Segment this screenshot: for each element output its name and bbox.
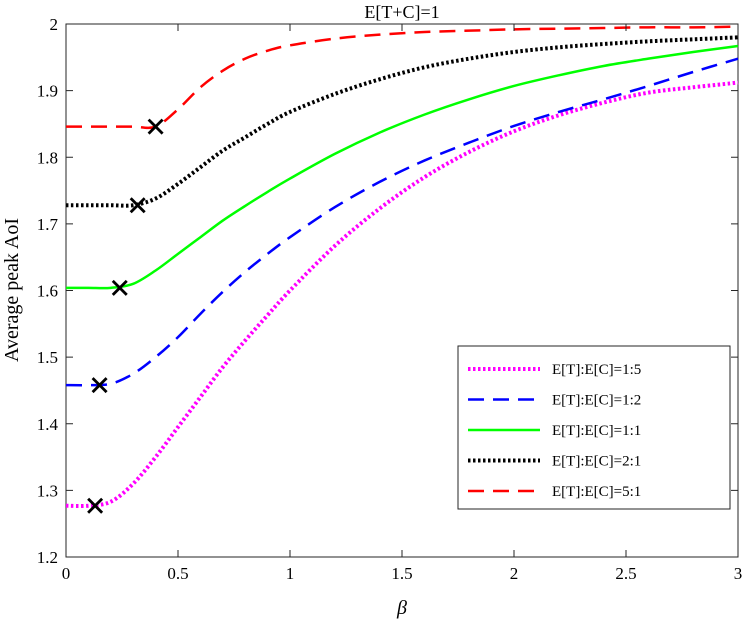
y-tick-label: 1.7 — [37, 215, 59, 234]
y-tick-label: 1.8 — [37, 148, 58, 167]
x-tick-label: 3 — [734, 564, 743, 583]
series-marker-2 — [91, 377, 108, 394]
series-marker-5 — [147, 118, 164, 135]
y-tick-label: 1.4 — [37, 415, 59, 434]
x-tick-label: 0 — [62, 564, 71, 583]
y-tick-label: 1.5 — [37, 348, 58, 367]
x-tick-label: 2 — [510, 564, 519, 583]
y-tick-label: 1.9 — [37, 82, 58, 101]
legend-label-1: E[T]:E[C]=1:5 — [552, 362, 641, 378]
series-line-2 — [65, 57, 739, 387]
legend-items: E[T]:E[C]=1:5 E[T]:E[C]=1:2 E[T]:E[C]=1:1 E… — [468, 362, 641, 500]
series-line-3 — [65, 44, 739, 290]
x-tick-label: 2.5 — [615, 564, 636, 583]
marker-stroke — [91, 377, 108, 394]
x-tick-label: 0.5 — [167, 564, 188, 583]
marker-stroke — [147, 118, 164, 135]
marker-stroke — [129, 197, 146, 214]
series-line-4 — [66, 35, 739, 208]
y-tick-label: 1.3 — [37, 481, 58, 500]
y-axis-title: Average peak AoI — [1, 218, 23, 362]
x-tick-label: 1 — [286, 564, 295, 583]
marker-stroke — [111, 279, 128, 296]
series-marker-3 — [111, 279, 128, 296]
marker-stroke — [87, 497, 104, 514]
marker-layer — [87, 118, 164, 514]
x-tick-label: 1.5 — [391, 564, 412, 583]
y-tick-label: 2 — [50, 15, 59, 34]
legend-label-4: E[T]:E[C]=2:1 — [552, 454, 641, 470]
axis-layer: 0 0.5 1 1.5 2 2.5 3 1.2 1.3 1.4 1.5 1.6 1.7 1.8 1.9 2 — [37, 15, 743, 583]
y-tick-label: 1.6 — [37, 282, 58, 301]
legend-label-3: E[T]:E[C]=1:1 — [552, 423, 641, 439]
series-layer — [65, 25, 739, 508]
legend: E[T]:E[C]=1:5 E[T]:E[C]=1:2 E[T]:E[C]=1:1 E… — [457, 345, 731, 510]
y-tick-label: 1.2 — [37, 548, 58, 567]
legend-label-5: E[T]:E[C]=5:1 — [552, 484, 641, 500]
series-marker-1 — [87, 497, 104, 514]
series-line-1 — [65, 80, 739, 508]
x-axis-title: β — [396, 597, 407, 619]
legend-label-2: E[T]:E[C]=1:2 — [552, 393, 641, 409]
series-marker-4 — [129, 197, 146, 214]
chart-title: E[T+C]=1 — [364, 2, 439, 22]
legend-box — [457, 345, 731, 510]
series-line-5 — [66, 25, 739, 130]
